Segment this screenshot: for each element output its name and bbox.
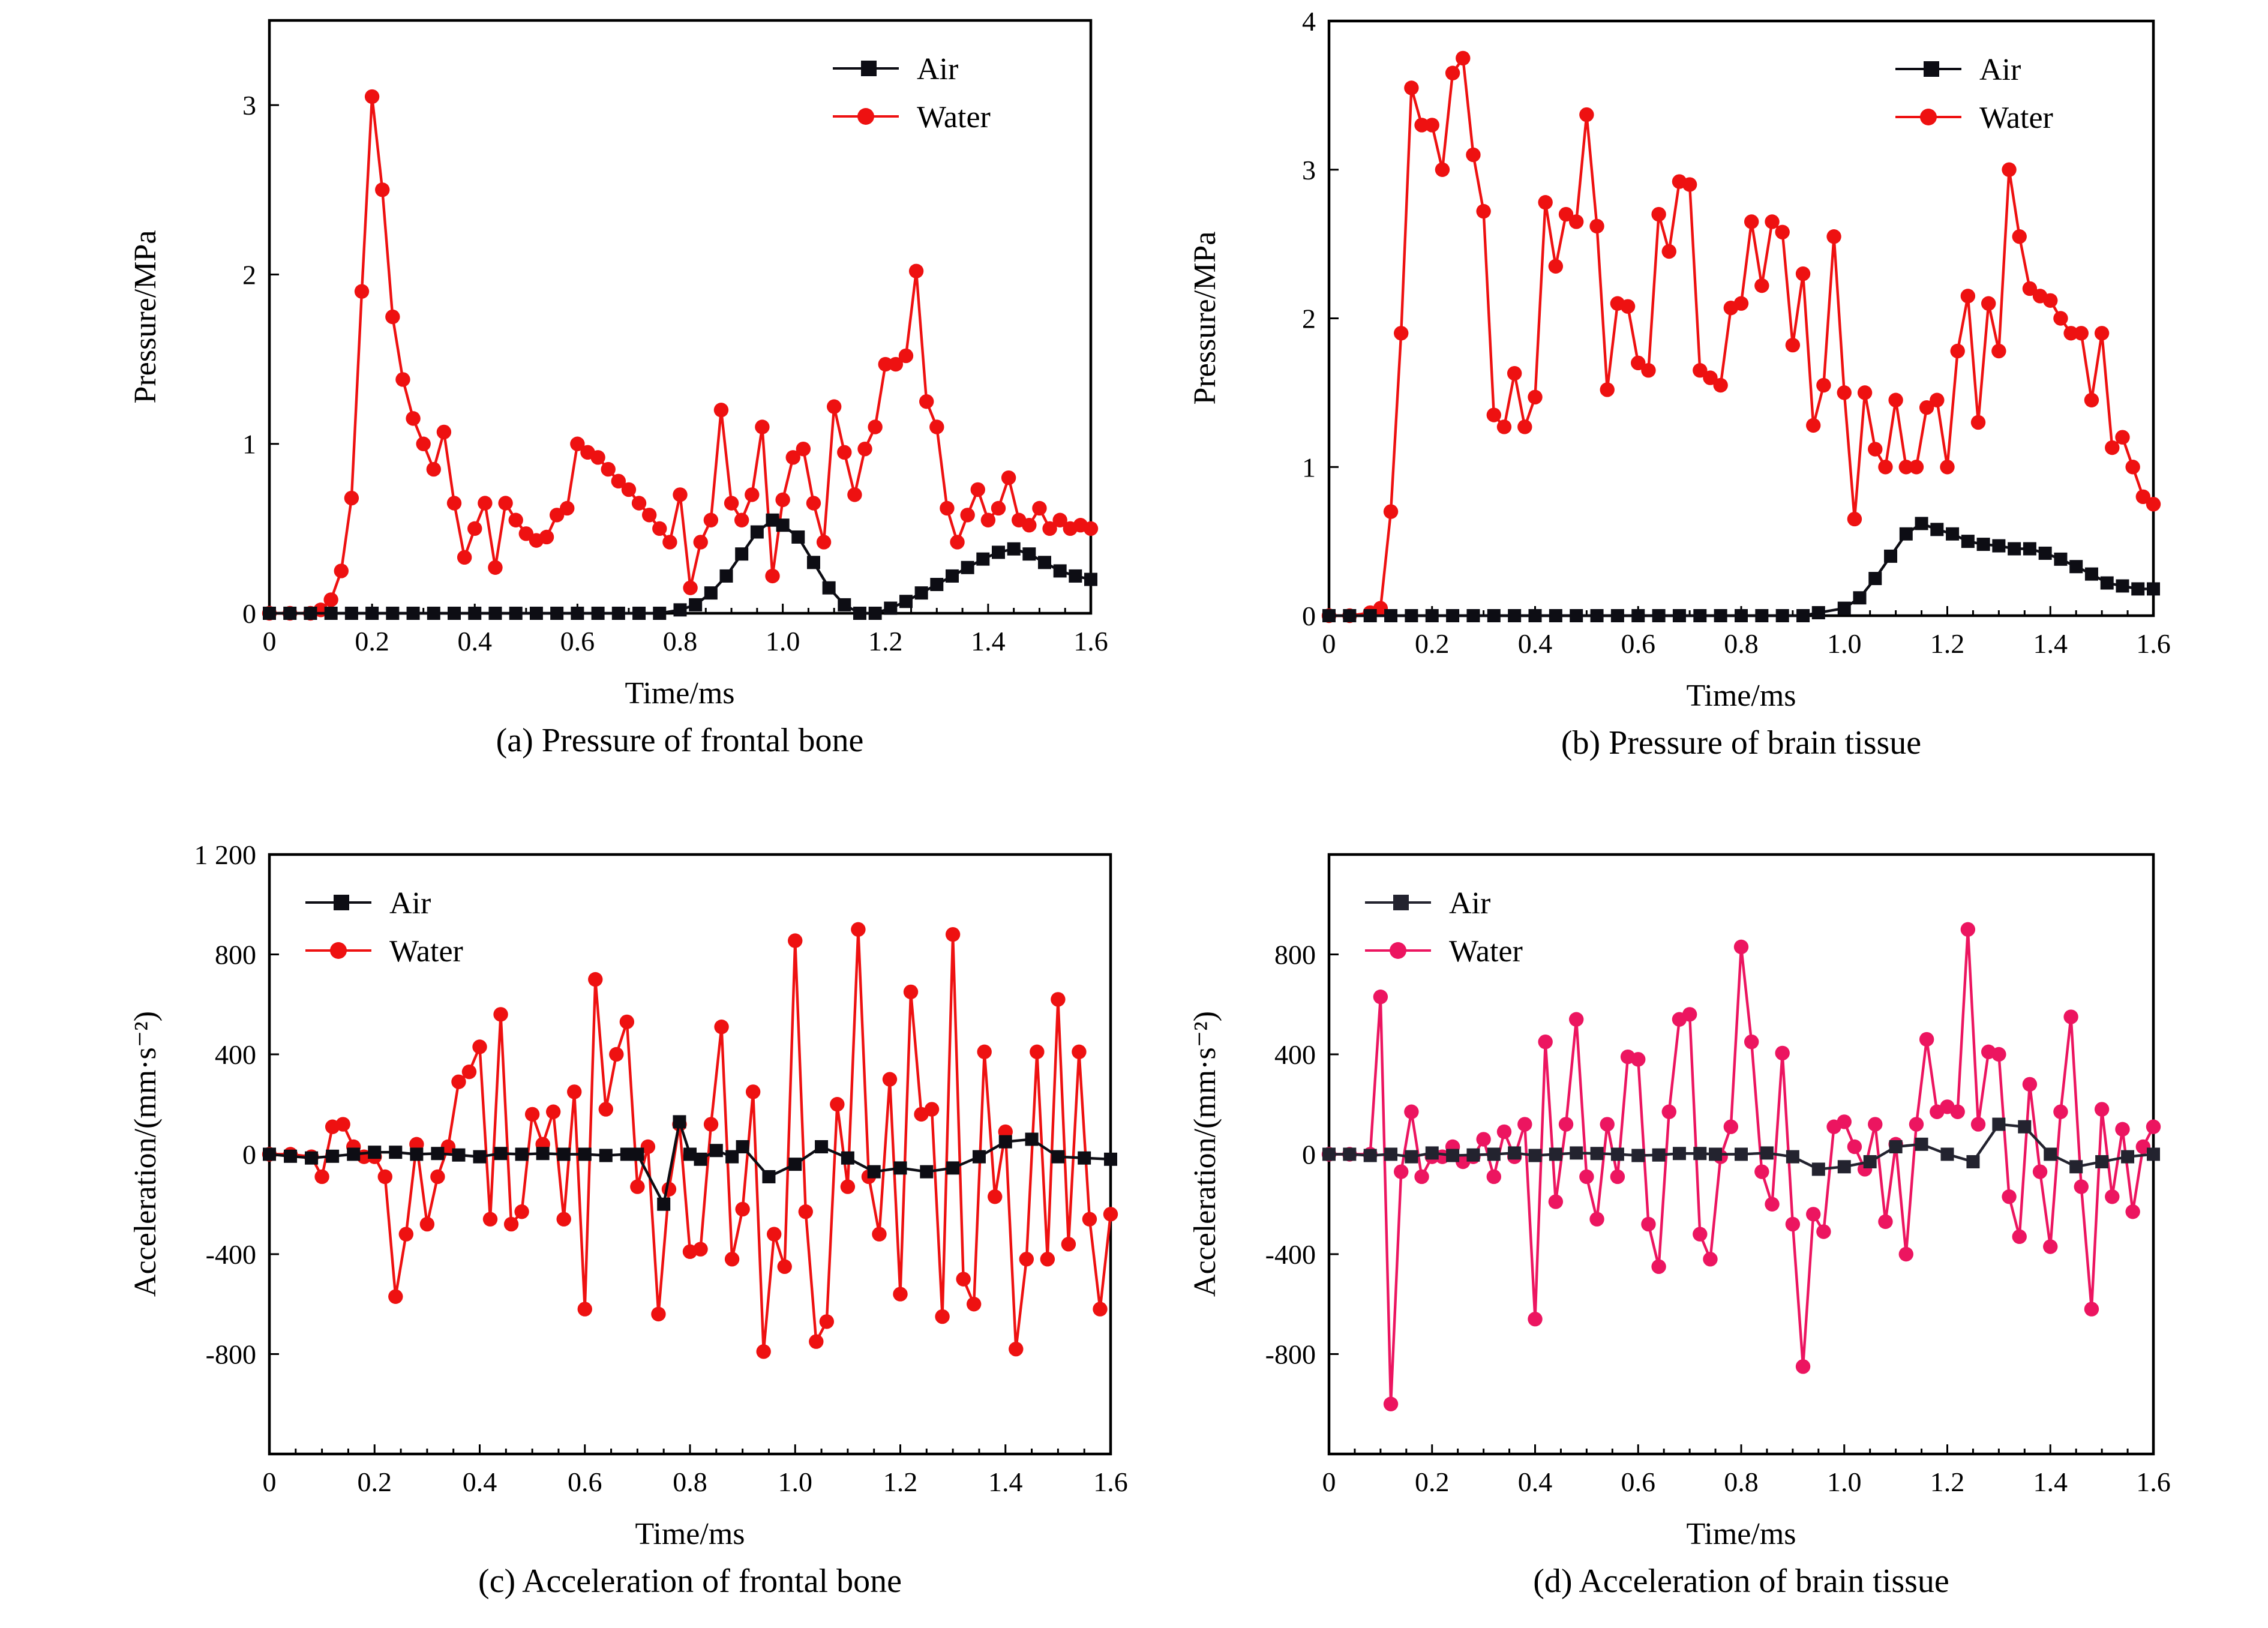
svg-text:(a) Pressure of frontal bone: (a) Pressure of frontal bone: [496, 722, 864, 759]
svg-text:0.8: 0.8: [1724, 1467, 1759, 1497]
svg-text:Time/ms: Time/ms: [1686, 679, 1796, 713]
svg-text:-400: -400: [1265, 1239, 1316, 1270]
svg-text:-800: -800: [1265, 1339, 1316, 1370]
svg-text:2: 2: [1302, 304, 1316, 334]
svg-text:1.6: 1.6: [1093, 1467, 1128, 1497]
svg-text:3: 3: [1302, 155, 1316, 185]
svg-text:4: 4: [1302, 6, 1316, 37]
svg-text:0.8: 0.8: [663, 626, 698, 656]
svg-text:0.6: 0.6: [568, 1467, 602, 1497]
svg-text:3: 3: [242, 90, 256, 121]
svg-text:Time/ms: Time/ms: [1686, 1517, 1796, 1551]
svg-text:1: 1: [1302, 452, 1316, 482]
svg-text:0.6: 0.6: [1621, 628, 1656, 659]
svg-text:0: 0: [263, 1467, 277, 1497]
svg-text:1 200: 1 200: [194, 840, 257, 870]
svg-text:Time/ms: Time/ms: [625, 676, 734, 710]
svg-text:Time/ms: Time/ms: [635, 1517, 745, 1551]
svg-text:1.4: 1.4: [988, 1467, 1023, 1497]
svg-text:0: 0: [242, 1140, 256, 1170]
svg-text:0.4: 0.4: [463, 1467, 497, 1497]
svg-text:Air: Air: [917, 52, 958, 86]
svg-text:800: 800: [1274, 940, 1316, 970]
svg-text:0: 0: [263, 626, 277, 656]
svg-text:1.4: 1.4: [2033, 1467, 2068, 1497]
svg-text:Pressure/MPa: Pressure/MPa: [128, 230, 163, 404]
svg-text:Air: Air: [1979, 53, 2021, 87]
svg-text:0.6: 0.6: [560, 626, 595, 656]
svg-text:-400: -400: [206, 1239, 256, 1270]
svg-text:1.4: 1.4: [971, 626, 1006, 656]
svg-text:0.2: 0.2: [358, 1467, 392, 1497]
svg-text:0: 0: [1322, 628, 1336, 659]
svg-text:1.0: 1.0: [766, 626, 800, 656]
svg-text:Water: Water: [1449, 934, 1523, 969]
svg-text:1.4: 1.4: [2033, 628, 2068, 659]
svg-text:(b) Pressure of brain tissue: (b) Pressure of brain tissue: [1561, 724, 1921, 761]
svg-text:Water: Water: [1979, 101, 2053, 135]
svg-text:0: 0: [242, 598, 256, 629]
svg-text:Air: Air: [389, 886, 431, 921]
svg-text:1: 1: [242, 429, 256, 460]
svg-text:0.4: 0.4: [1518, 1467, 1553, 1497]
svg-text:0: 0: [1322, 1467, 1336, 1497]
svg-text:0: 0: [1302, 601, 1316, 631]
svg-text:0.6: 0.6: [1621, 1467, 1656, 1497]
svg-text:0.4: 0.4: [458, 626, 493, 656]
svg-text:0.4: 0.4: [1518, 628, 1553, 659]
svg-text:-800: -800: [206, 1339, 256, 1370]
svg-text:0.2: 0.2: [1415, 1467, 1450, 1497]
svg-text:1.2: 1.2: [1930, 628, 1965, 659]
svg-text:400: 400: [1274, 1039, 1316, 1070]
svg-text:1.0: 1.0: [1827, 1467, 1862, 1497]
svg-text:(d) Acceleration of brain tiss: (d) Acceleration of brain tissue: [1533, 1563, 1949, 1600]
svg-text:Water: Water: [389, 934, 463, 969]
svg-text:Water: Water: [917, 100, 991, 134]
svg-text:Pressure/MPa: Pressure/MPa: [1188, 232, 1222, 405]
svg-text:400: 400: [215, 1039, 256, 1070]
svg-text:0: 0: [1302, 1140, 1316, 1170]
svg-text:1.2: 1.2: [868, 626, 903, 656]
svg-text:Acceleration/(mm·s⁻²): Acceleration/(mm·s⁻²): [128, 1011, 163, 1297]
svg-text:Acceleration/(mm·s⁻²): Acceleration/(mm·s⁻²): [1188, 1011, 1222, 1297]
svg-text:1.6: 1.6: [2136, 628, 2171, 659]
svg-text:1.6: 1.6: [2136, 1467, 2171, 1497]
svg-text:0.8: 0.8: [1724, 628, 1759, 659]
svg-text:1.0: 1.0: [1827, 628, 1862, 659]
svg-text:1.0: 1.0: [778, 1467, 813, 1497]
svg-text:2: 2: [242, 259, 256, 290]
svg-text:1.2: 1.2: [883, 1467, 918, 1497]
svg-text:800: 800: [215, 940, 256, 970]
svg-text:0.8: 0.8: [673, 1467, 707, 1497]
svg-text:1.6: 1.6: [1073, 626, 1108, 656]
svg-text:1.2: 1.2: [1930, 1467, 1965, 1497]
svg-text:(c) Acceleration of frontal bo: (c) Acceleration of frontal bone: [478, 1563, 902, 1600]
svg-text:0.2: 0.2: [1415, 628, 1450, 659]
svg-text:0.2: 0.2: [355, 626, 389, 656]
svg-text:Air: Air: [1449, 886, 1490, 921]
